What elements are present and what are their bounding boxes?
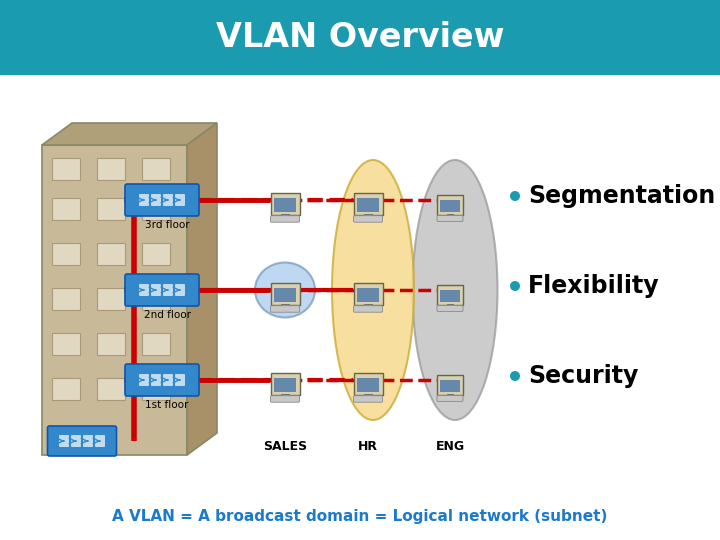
FancyBboxPatch shape [274,378,296,392]
FancyBboxPatch shape [163,284,173,296]
FancyBboxPatch shape [0,75,720,485]
FancyBboxPatch shape [437,215,463,221]
FancyBboxPatch shape [97,333,125,355]
FancyBboxPatch shape [52,288,80,310]
FancyBboxPatch shape [151,194,161,206]
FancyBboxPatch shape [271,193,300,215]
FancyBboxPatch shape [95,435,105,447]
FancyBboxPatch shape [48,426,117,456]
FancyBboxPatch shape [142,333,170,355]
FancyBboxPatch shape [354,283,382,305]
FancyBboxPatch shape [357,288,379,302]
Ellipse shape [332,160,414,420]
FancyBboxPatch shape [274,198,296,212]
FancyBboxPatch shape [282,214,289,218]
FancyBboxPatch shape [139,284,149,296]
FancyBboxPatch shape [97,198,125,220]
FancyBboxPatch shape [437,306,463,312]
FancyBboxPatch shape [97,158,125,180]
Text: 3rd floor: 3rd floor [145,220,189,230]
FancyBboxPatch shape [52,158,80,180]
FancyBboxPatch shape [52,243,80,265]
FancyBboxPatch shape [364,394,372,397]
FancyBboxPatch shape [437,375,463,395]
Polygon shape [42,145,187,455]
Circle shape [510,371,520,381]
Polygon shape [42,123,217,145]
Text: 1st floor: 1st floor [145,400,189,410]
FancyBboxPatch shape [357,198,379,212]
FancyBboxPatch shape [271,306,300,312]
FancyBboxPatch shape [163,374,173,386]
FancyBboxPatch shape [142,158,170,180]
Text: 2nd floor: 2nd floor [143,310,191,320]
FancyBboxPatch shape [125,364,199,396]
FancyBboxPatch shape [52,198,80,220]
FancyBboxPatch shape [437,195,463,215]
Ellipse shape [255,262,315,318]
FancyBboxPatch shape [125,274,199,306]
Text: SALES: SALES [263,441,307,454]
FancyBboxPatch shape [354,396,382,402]
Circle shape [510,191,520,201]
FancyBboxPatch shape [271,396,300,402]
FancyBboxPatch shape [97,243,125,265]
FancyBboxPatch shape [175,284,185,296]
FancyBboxPatch shape [163,194,173,206]
FancyBboxPatch shape [142,198,170,220]
FancyBboxPatch shape [447,304,453,307]
Text: ENG: ENG [436,441,464,454]
FancyBboxPatch shape [59,435,69,447]
Text: Segmentation: Segmentation [528,184,715,208]
FancyBboxPatch shape [354,215,382,222]
FancyBboxPatch shape [354,373,382,395]
FancyBboxPatch shape [97,378,125,400]
FancyBboxPatch shape [282,394,289,397]
FancyBboxPatch shape [441,289,459,302]
Polygon shape [187,123,217,455]
FancyBboxPatch shape [83,435,93,447]
FancyBboxPatch shape [0,0,720,75]
FancyBboxPatch shape [357,378,379,392]
FancyBboxPatch shape [97,288,125,310]
FancyBboxPatch shape [447,214,453,217]
FancyBboxPatch shape [71,435,81,447]
Ellipse shape [413,160,498,420]
Text: Flexibility: Flexibility [528,274,660,298]
FancyBboxPatch shape [364,214,372,218]
Text: Security: Security [528,364,639,388]
FancyBboxPatch shape [354,306,382,312]
Text: A VLAN = A broadcast domain = Logical network (subnet): A VLAN = A broadcast domain = Logical ne… [112,509,608,523]
FancyBboxPatch shape [175,374,185,386]
FancyBboxPatch shape [274,288,296,302]
FancyBboxPatch shape [354,193,382,215]
FancyBboxPatch shape [139,194,149,206]
FancyBboxPatch shape [52,378,80,400]
FancyBboxPatch shape [142,243,170,265]
FancyBboxPatch shape [151,374,161,386]
FancyBboxPatch shape [139,374,149,386]
FancyBboxPatch shape [441,380,459,393]
FancyBboxPatch shape [437,395,463,401]
Text: VLAN Overview: VLAN Overview [216,21,504,54]
FancyBboxPatch shape [142,378,170,400]
FancyBboxPatch shape [437,286,463,305]
FancyBboxPatch shape [447,394,453,397]
FancyBboxPatch shape [271,373,300,395]
FancyBboxPatch shape [52,333,80,355]
FancyBboxPatch shape [282,304,289,308]
FancyBboxPatch shape [271,283,300,305]
FancyBboxPatch shape [271,215,300,222]
Circle shape [510,281,520,291]
FancyBboxPatch shape [142,288,170,310]
FancyBboxPatch shape [175,194,185,206]
FancyBboxPatch shape [125,184,199,216]
Text: HR: HR [358,441,378,454]
FancyBboxPatch shape [441,200,459,212]
FancyBboxPatch shape [151,284,161,296]
FancyBboxPatch shape [364,304,372,308]
